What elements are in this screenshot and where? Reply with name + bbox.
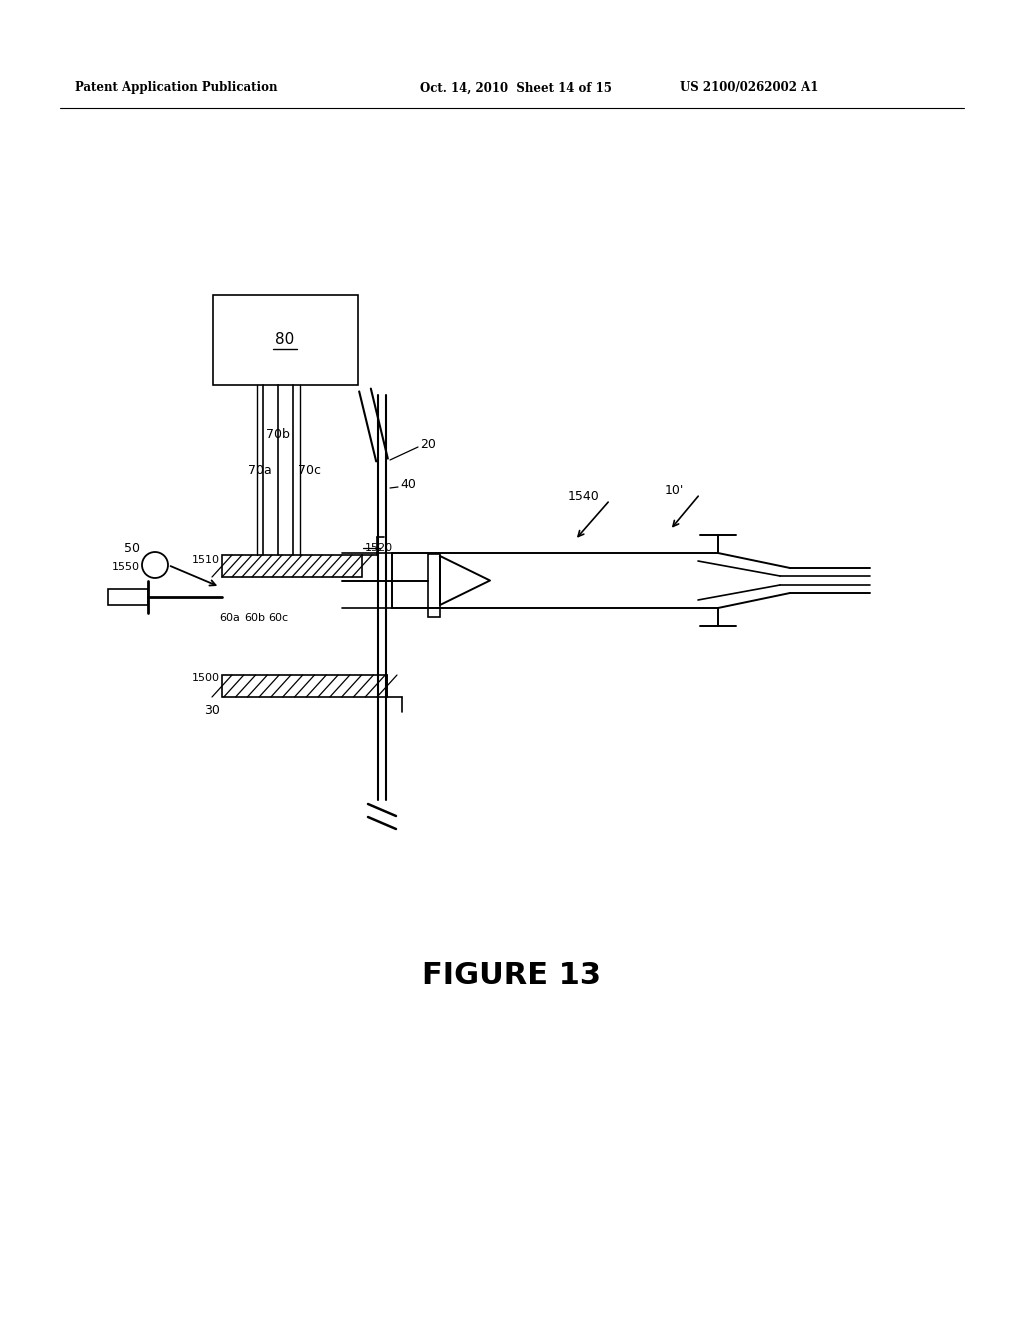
Text: 70c: 70c bbox=[298, 463, 321, 477]
Text: 60c: 60c bbox=[268, 612, 288, 623]
Text: Patent Application Publication: Patent Application Publication bbox=[75, 82, 278, 95]
Text: Oct. 14, 2010  Sheet 14 of 15: Oct. 14, 2010 Sheet 14 of 15 bbox=[420, 82, 612, 95]
Text: 40: 40 bbox=[400, 479, 416, 491]
Bar bbox=[108, 589, 148, 605]
Bar bbox=[222, 554, 362, 577]
Text: FIGURE 13: FIGURE 13 bbox=[423, 961, 601, 990]
Text: 60a: 60a bbox=[219, 612, 241, 623]
Text: 30: 30 bbox=[204, 704, 220, 717]
Text: 70a: 70a bbox=[248, 463, 271, 477]
Text: 60b: 60b bbox=[245, 612, 265, 623]
Text: 1500: 1500 bbox=[193, 673, 220, 682]
Bar bbox=[428, 554, 440, 616]
Text: 1510: 1510 bbox=[193, 554, 220, 565]
Text: 1550: 1550 bbox=[112, 562, 140, 572]
Bar bbox=[213, 294, 358, 385]
Text: 1540: 1540 bbox=[568, 491, 600, 503]
Text: 70b: 70b bbox=[266, 429, 290, 441]
Text: 80: 80 bbox=[275, 333, 295, 347]
Text: 10': 10' bbox=[665, 483, 684, 496]
Text: US 2100/0262002 A1: US 2100/0262002 A1 bbox=[680, 82, 818, 95]
Text: 50: 50 bbox=[124, 541, 140, 554]
Bar bbox=[222, 675, 387, 697]
Text: 20: 20 bbox=[420, 438, 436, 451]
Text: 1520: 1520 bbox=[365, 543, 393, 553]
